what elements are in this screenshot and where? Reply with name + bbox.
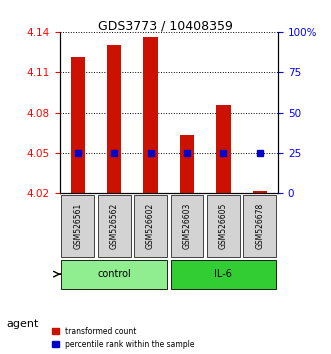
FancyBboxPatch shape	[98, 195, 130, 257]
Text: GSM526602: GSM526602	[146, 202, 155, 249]
Text: GSM526562: GSM526562	[110, 202, 119, 249]
Bar	[216, 104, 231, 193]
FancyBboxPatch shape	[171, 259, 276, 289]
FancyBboxPatch shape	[207, 195, 240, 257]
Legend: transformed count, percentile rank within the sample: transformed count, percentile rank withi…	[50, 325, 197, 350]
FancyBboxPatch shape	[243, 195, 276, 257]
Bar	[71, 57, 85, 193]
Text: GSM526605: GSM526605	[219, 202, 228, 249]
Text: IL-6: IL-6	[214, 269, 232, 279]
Bar	[107, 45, 121, 193]
Text: control: control	[97, 269, 131, 279]
Text: GSM526561: GSM526561	[73, 202, 82, 249]
Text: GSM526678: GSM526678	[255, 202, 264, 249]
Text: GSM526603: GSM526603	[182, 202, 192, 249]
FancyBboxPatch shape	[61, 195, 94, 257]
Bar	[180, 136, 194, 193]
Bar	[253, 191, 267, 193]
FancyBboxPatch shape	[134, 195, 167, 257]
FancyBboxPatch shape	[171, 195, 203, 257]
Bar	[143, 37, 158, 193]
Text: GDS3773 / 10408359: GDS3773 / 10408359	[98, 19, 233, 33]
FancyBboxPatch shape	[61, 259, 167, 289]
Text: agent: agent	[7, 319, 39, 329]
